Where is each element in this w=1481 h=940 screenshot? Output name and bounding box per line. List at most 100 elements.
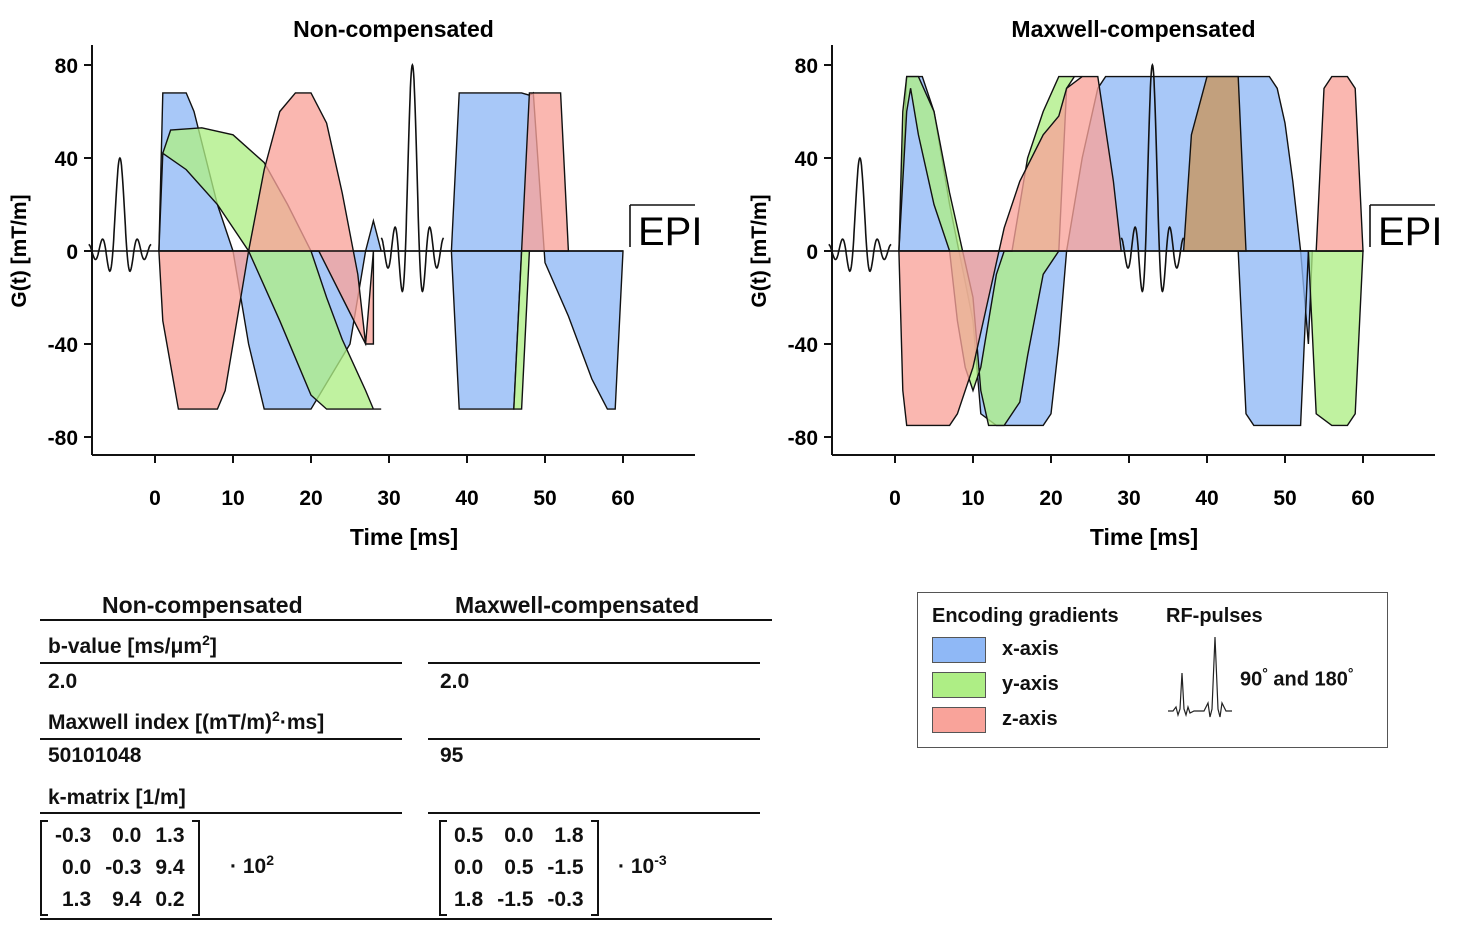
matrix-cell: 0.2 [155,888,185,911]
legend-label-z: z-axis [1002,708,1058,730]
legend-label-x: x-axis [1002,638,1059,660]
bvalue-label: b-value [ms/μm2] [48,632,217,658]
kmatrix-left-scale: · 102 [230,852,274,878]
gradient-area-y-axis-epi- [1307,250,1364,427]
bvalue-right: 2.0 [440,670,470,693]
y-tick-label: 80 [55,55,78,78]
bvalue-left: 2.0 [48,670,78,693]
gradient-area-z-axis-epi- [1315,75,1364,252]
gradient-area-x-axis-epi- [1237,250,1310,427]
kmatrix-label: k-matrix [1/m] [48,786,186,809]
chart-title: Non-compensated [293,16,494,42]
matrix-row: 0.0 0.5 -1.5 [447,852,591,884]
y-tick-label: 80 [795,55,818,78]
epi-label: EPI [1378,210,1442,254]
matrix-cell: 9.4 [155,856,185,879]
rf-pulse-icon [1168,636,1232,718]
rule [428,812,760,814]
x-tick-label: 20 [1039,487,1062,510]
legend-swatch-z [932,707,986,733]
rule [40,738,402,740]
legend: Encoding gradients RF-pulses x-axis y-ax… [917,592,1388,748]
x-tick-label: 60 [1351,487,1374,510]
gradient-areas [158,91,624,410]
epi-label: EPI [638,210,702,254]
rf-pulse-90 [88,156,152,273]
table-top-rule [40,619,772,621]
y-tick-label: 40 [795,148,818,171]
matrix-cell: 9.4 [112,888,142,911]
rf-pulse-90 [828,156,892,273]
matrix-cell: -0.3 [55,824,92,847]
x-tick-label: 40 [1195,487,1218,510]
x-tick-label: 0 [149,487,161,510]
x-tick-label: 20 [299,487,322,510]
x-axis-label: Time [ms] [350,524,458,550]
legend-rf-label: 90° and 180° [1240,665,1354,691]
matrix-cell: 0.0 [61,856,92,879]
table-header-left: Non-compensated [102,592,303,618]
y-tick-label: -80 [788,427,818,450]
x-axis-label: Time [ms] [1090,524,1198,550]
x-tick-label: 10 [221,487,244,510]
matrix-cell: 1.8 [454,888,484,911]
legend-rf-title: RF-pulses [1166,605,1263,627]
matrix-cell: 0.0 [454,856,484,879]
legend-swatch-y [932,672,986,698]
y-tick-label: 0 [66,241,78,264]
matrix-cell: 0.5 [504,856,534,879]
x-tick-label: 50 [1273,487,1296,510]
x-tick-label: 30 [377,487,400,510]
legend-label-y: y-axis [1002,673,1059,695]
kmatrix-right: 0.5 0.0 1.8 0.0 0.5 -1.5 1.8 -1.5 -0.3 [439,820,599,916]
kmatrix-left: -0.3 0.0 1.3 0.0 -0.3 9.4 1.3 9.4 0.2 [40,820,200,916]
matrix-cell: 1.3 [61,888,92,911]
y-tick-label: 40 [55,148,78,171]
kmatrix-right-scale: · 10-3 [618,852,667,878]
y-axis-label: G(t) [mT/m] [748,194,771,307]
chart-title: Maxwell-compensated [1011,16,1255,42]
matrix-row: 1.8 -1.5 -0.3 [447,884,591,916]
x-tick-label: 0 [889,487,901,510]
chart-non-compensated: Non-compensated EPI 80 40 0 -40 -80 0 10 20 30 40 50… [8,16,702,550]
rule [428,738,760,740]
maxwell-left: 50101048 [48,744,142,767]
legend-encoding-title: Encoding gradients [932,605,1119,627]
matrix-row: -0.3 0.0 1.3 [48,820,192,852]
x-tick-label: 40 [455,487,478,510]
matrix-cell: 0.0 [112,824,142,847]
table-bottom-rule [40,918,772,920]
table-header-right: Maxwell-compensated [455,592,700,618]
y-tick-label: 0 [806,241,818,264]
x-tick-label: 10 [961,487,984,510]
rf-pulse-180 [380,63,445,293]
matrix-cell: 1.8 [554,824,584,847]
matrix-cell: 0.0 [504,824,534,847]
x-tick-label: 30 [1117,487,1140,510]
legend-swatch-x [932,637,986,663]
rf-pulse-180 [1120,63,1185,293]
x-tick-label: 60 [611,487,634,510]
matrix-cell: -0.3 [105,856,142,879]
y-tick-label: -80 [48,427,78,450]
gradient-area-z-axis-epi- [520,92,570,252]
gradient-area-x-axis-epi- [450,250,523,410]
y-tick-label: -40 [788,334,818,357]
matrix-cell: -1.5 [497,888,534,911]
rule [40,662,402,664]
y-tick-label: -40 [48,334,78,357]
matrix-row: 0.0 -0.3 9.4 [48,852,192,884]
matrix-cell: 1.3 [155,824,185,847]
matrix-row: 1.3 9.4 0.2 [48,884,192,916]
chart-maxwell-compensated: Maxwell-compensated EPI 80 40 0 -40 -80 0 10 20 30… [748,16,1442,550]
rule [428,662,760,664]
maxwell-label: Maxwell index [(mT/m)2·ms] [48,708,325,734]
matrix-cell: -1.5 [547,856,584,879]
matrix-cell: -0.3 [547,888,584,911]
maxwell-right: 95 [440,744,464,767]
y-axis-label: G(t) [mT/m] [8,194,31,307]
matrix-cell: 0.5 [454,824,484,847]
x-tick-label: 50 [533,487,556,510]
matrix-row: 0.5 0.0 1.8 [447,820,591,852]
rule [40,812,402,814]
